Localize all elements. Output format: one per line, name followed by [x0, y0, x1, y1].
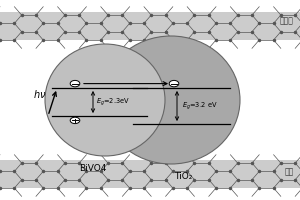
Text: 石墨烯: 石墨烯 — [280, 17, 294, 25]
Circle shape — [169, 80, 179, 87]
Text: 石墨: 石墨 — [285, 168, 294, 176]
Ellipse shape — [45, 44, 165, 156]
Text: $E_g$=3.2 eV: $E_g$=3.2 eV — [182, 100, 217, 112]
Bar — [0, 12, 300, 40]
Text: $h\nu$: $h\nu$ — [33, 88, 46, 100]
Text: $E_g$=2.3eV: $E_g$=2.3eV — [96, 96, 130, 108]
Circle shape — [70, 117, 80, 124]
Circle shape — [70, 80, 80, 87]
Ellipse shape — [102, 36, 240, 164]
Bar — [0, 160, 300, 188]
Text: TiO₂: TiO₂ — [174, 172, 192, 181]
Text: BiVO4: BiVO4 — [79, 164, 107, 173]
